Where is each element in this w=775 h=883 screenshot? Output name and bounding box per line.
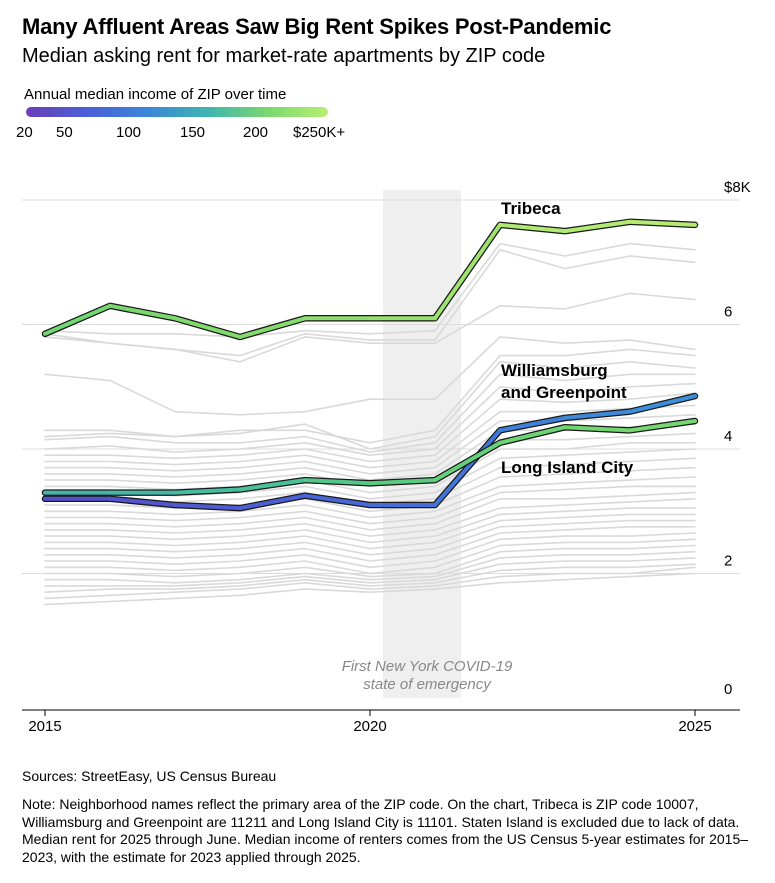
background-zip-line [44, 538, 696, 575]
background-zip-line [44, 497, 696, 537]
series-label-williamsburg-and-greenpoint: Williamsburg [501, 361, 608, 380]
background-zip-line [44, 242, 696, 338]
background-zip-line [44, 404, 696, 469]
series-segment-williamsburg-and-greenpoint [498, 415, 567, 433]
series-segment-williamsburg-and-greenpoint [628, 394, 697, 414]
background-zip-line [44, 491, 696, 531]
background-zip-line [44, 485, 696, 525]
covid-annotation-line: state of emergency [363, 676, 492, 693]
series-segment-williamsburg-and-greenpoint [108, 496, 177, 508]
note-text: Note: Neighborhood names reflect the pri… [22, 796, 749, 865]
y-tick-label-8: $8K [724, 179, 751, 196]
series-segment-long-island-city [563, 425, 632, 433]
background-zip-line [44, 392, 696, 463]
background-zip-line [44, 532, 696, 569]
background-zip-line [44, 519, 696, 556]
series-segment-williamsburg-and-greenpoint [303, 493, 372, 508]
background-zip-line [44, 557, 696, 587]
legend-tick-50: 50 [56, 124, 73, 141]
background-zip-line [44, 507, 696, 544]
sources-text: Sources: StreetEasy, US Census Bureau [22, 768, 277, 784]
y-tick-label-6: 6 [724, 304, 732, 321]
rent-line-chart: 0 2 4 6 $8K Tribeca Williamsburg and Greenpoint… [22, 179, 751, 735]
series-label-tribeca: Tribeca [501, 199, 561, 218]
y-tick-label-2: 2 [724, 553, 732, 570]
covid-annotation-line: First New York COVID-19 [342, 658, 513, 675]
legend-color-scale [26, 107, 328, 117]
background-zip-line [44, 382, 696, 457]
legend-tick-20: 20 [16, 124, 33, 141]
series-segment-long-island-city [303, 478, 372, 486]
background-zip-line [44, 550, 696, 584]
series-segment-long-island-city [238, 478, 307, 492]
background-zip-line [44, 292, 696, 363]
background-zip-line [44, 336, 696, 416]
series-segment-williamsburg-and-greenpoint [433, 428, 502, 508]
background-zip-line [44, 572, 696, 606]
series-segment-tribeca [238, 316, 307, 339]
background-zip-line [44, 466, 696, 513]
series-segment-long-island-city [628, 418, 697, 433]
y-tick-label-4: 4 [724, 428, 732, 445]
legend-tick-150: 150 [180, 124, 206, 141]
x-tick-label-2020: 2020 [353, 718, 386, 735]
series-label-williamsburg-and-greenpoint: and Greenpoint [501, 383, 627, 402]
chart-subtitle: Median asking rent for market-rate apart… [22, 45, 546, 67]
x-tick-label-2025: 2025 [678, 718, 711, 735]
background-zip-line [44, 414, 696, 475]
background-zip-line [44, 361, 696, 450]
background-zip-line [44, 249, 696, 357]
series-segment-williamsburg-and-greenpoint [238, 493, 307, 511]
series-segment-long-island-city [498, 425, 567, 445]
x-tick-label-2015: 2015 [28, 718, 61, 735]
background-zip-line [44, 348, 696, 444]
legend-tick-200: 200 [243, 124, 269, 141]
chart-title: Many Affluent Areas Saw Big Rent Spikes … [22, 14, 612, 39]
y-tick-label-0: 0 [724, 681, 732, 698]
background-zip-line [44, 441, 696, 494]
series-segment-long-island-city [368, 478, 437, 486]
series-segment-tribeca [43, 303, 112, 336]
background-zip-line [44, 373, 696, 453]
series-segment-long-island-city [173, 487, 242, 495]
series-segment-tribeca [108, 303, 177, 321]
series-segment-tribeca [563, 219, 632, 234]
background-zip-line [44, 544, 696, 578]
series-label-long-island-city: Long Island City [501, 458, 634, 477]
series-segment-tribeca [498, 222, 567, 234]
background-zip-line [44, 525, 696, 562]
background-zip-line [44, 566, 696, 600]
legend-tick-100: 100 [116, 124, 142, 141]
series-segment-williamsburg-and-greenpoint [563, 409, 632, 420]
series-segment-williamsburg-and-greenpoint [173, 503, 242, 511]
series-segment-long-island-city [433, 440, 502, 483]
series-segment-tribeca [433, 222, 502, 321]
background-zip-line [44, 476, 696, 519]
background-zip-line [44, 563, 696, 594]
background-zip-line [44, 513, 696, 550]
series-segment-tribeca [173, 316, 242, 339]
legend-title: Annual median income of ZIP over time [24, 86, 287, 103]
series-segment-tribeca [628, 219, 697, 227]
legend-tick-250k: $250K+ [293, 124, 346, 141]
